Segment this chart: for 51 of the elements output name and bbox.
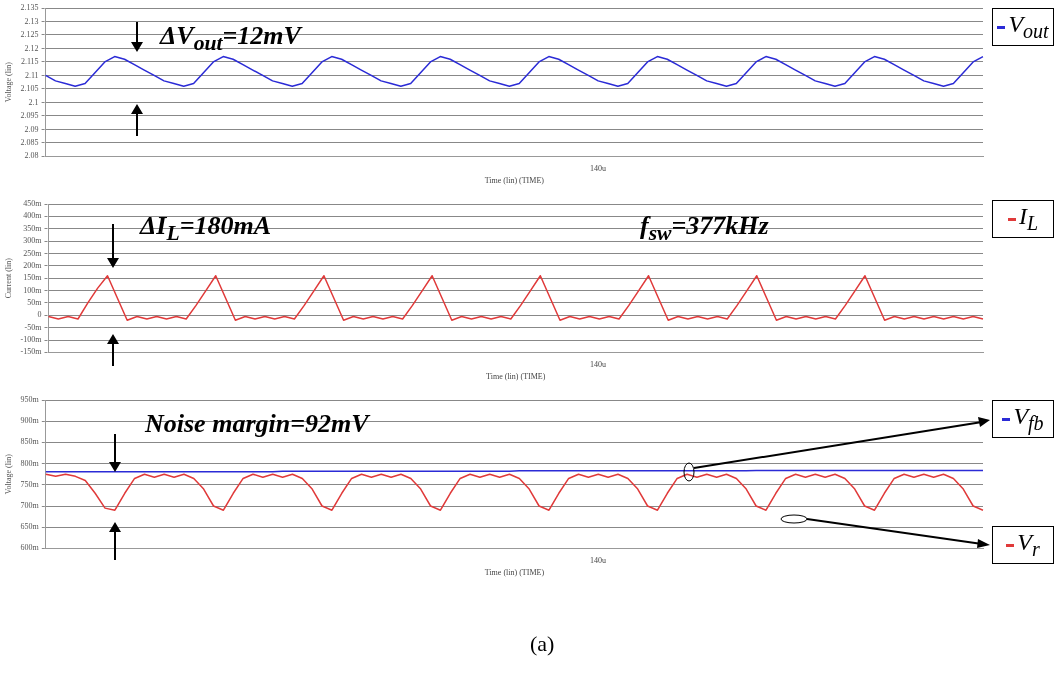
- y-tick-label: 2.085: [20, 138, 39, 147]
- annotation: f$_{sw}$=377kHz: [640, 211, 769, 247]
- x-axis-title: Time (lin) (TIME): [484, 176, 545, 186]
- annotation: ΔV$_{out}$=12mV: [160, 21, 301, 57]
- y-tick-label: 2.12: [24, 43, 39, 53]
- y-tick-label: 250m: [23, 248, 43, 258]
- y-tick-label: -100m: [20, 335, 43, 345]
- y-tick-label: 100m: [23, 285, 43, 295]
- text: (a): [530, 631, 555, 657]
- y-tick-label: 50m: [27, 298, 43, 308]
- annotation: ΔI$_{L}$=180mA: [140, 211, 272, 247]
- y-tick-label: 2.135: [20, 3, 39, 13]
- y-tick-label: 400m: [23, 211, 43, 221]
- y-tick-label: 850m: [20, 437, 40, 447]
- y-tick-label: 750m: [20, 479, 40, 489]
- y-tick-label: 2.11: [24, 70, 39, 80]
- x-axis-title: Time (lin) (TIME): [484, 568, 545, 578]
- legend-label: V$_{out}$: [1008, 11, 1049, 43]
- y-tick-label: -150m: [20, 347, 43, 357]
- text: 140u: [590, 360, 606, 370]
- y-tick-label: 800m: [20, 458, 40, 468]
- y-tick-label: 900m: [20, 416, 40, 426]
- y-tick-label: 2.13: [24, 16, 39, 26]
- legend-label: V$_{r}$: [1017, 529, 1040, 561]
- y-axis-title: Voltage (lin): [3, 453, 13, 495]
- y-tick-label: 2.08: [24, 151, 39, 161]
- y-tick-label: 450m: [23, 199, 43, 209]
- y-tick-label: 2.115: [20, 57, 39, 67]
- y-tick-label: 650m: [20, 522, 40, 532]
- y-axis-title: Voltage (lin): [3, 61, 13, 103]
- y-tick-label: 200m: [23, 260, 43, 270]
- y-tick-label: 600m: [20, 543, 40, 553]
- y-tick-label: 2.105: [20, 84, 39, 94]
- text: 140u: [590, 556, 606, 566]
- y-tick-label: 2.095: [20, 111, 39, 121]
- y-tick-label: 2.125: [20, 30, 39, 40]
- y-tick-label: -50m: [24, 322, 43, 332]
- legend-label: V$_{fb}$: [1013, 403, 1044, 435]
- y-tick-label: 2.1: [28, 97, 39, 107]
- y-tick-label: 700m: [20, 501, 40, 511]
- text: 140u: [590, 164, 606, 174]
- y-tick-label: 150m: [23, 273, 43, 283]
- y-axis-title: Current (lin): [3, 257, 13, 299]
- y-tick-label: 950m: [20, 395, 40, 405]
- y-tick-label: 2.09: [24, 124, 39, 134]
- annotation: Noise margin=92mV: [145, 409, 369, 439]
- y-tick-label: 0: [37, 310, 42, 320]
- y-tick-label: 300m: [23, 236, 43, 246]
- y-tick-label: 350m: [23, 223, 43, 233]
- legend-label: I$_{L}$: [1018, 203, 1039, 235]
- x-axis-title: Time (lin) (TIME): [486, 372, 546, 382]
